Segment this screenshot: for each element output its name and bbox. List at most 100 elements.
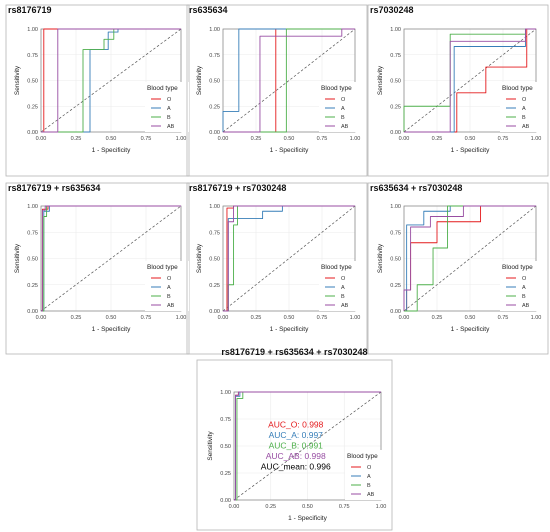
legend-item-label: O <box>341 276 346 282</box>
y-tick-label: 0.00 <box>27 130 38 136</box>
auc-annotation: AUC_AB: 0.998 <box>266 451 326 461</box>
legend-item-label: O <box>167 97 172 103</box>
panel-title: rs8176719 <box>8 5 52 15</box>
x-axis-label: 1 - Specificity <box>270 326 309 333</box>
x-tick-label: 0.25 <box>432 136 443 142</box>
legend-item-label: B <box>167 115 171 121</box>
y-tick-label: 0.75 <box>390 53 401 59</box>
panel-title: rs635634 <box>189 5 228 15</box>
y-tick-label: 0.25 <box>390 104 401 110</box>
legend-title: Blood type <box>147 264 178 271</box>
y-tick-label: 0.75 <box>27 53 38 59</box>
legend-title: Blood type <box>147 85 178 92</box>
panel-title: rs635634 + rs7030248 <box>370 183 462 193</box>
legend-item-label: O <box>522 97 527 103</box>
y-tick-label: 0.50 <box>209 79 220 85</box>
legend-item-label: B <box>341 115 345 121</box>
y-axis-label: Sensitivity <box>196 243 203 273</box>
y-tick-label: 0.75 <box>209 230 220 236</box>
legend-background <box>500 82 544 132</box>
x-axis-label: 1 - Specificity <box>451 326 490 333</box>
roc-panel: rs8176719 0.000.00 0.25 0.25 0.50 0.50 0.75 0.7… <box>5 4 190 177</box>
x-tick-label: 0.50 <box>284 136 295 142</box>
x-tick-label: 1.00 <box>350 315 361 321</box>
y-tick-label: 0.25 <box>220 471 231 477</box>
legend-item-label: B <box>367 483 371 489</box>
legend-background <box>345 450 389 500</box>
legend-background <box>145 82 189 132</box>
y-axis-label: Sensitivity <box>377 243 384 273</box>
x-axis-label: 1 - Specificity <box>288 515 327 522</box>
legend-item-label: AB <box>522 124 530 130</box>
x-tick-label: 0.75 <box>317 315 328 321</box>
legend-item-label: B <box>522 115 526 121</box>
panel-border <box>367 182 549 355</box>
x-tick-label: 0.00 <box>218 315 229 321</box>
roc-curve-ab <box>403 205 536 311</box>
roc-panel: rs8176719 + rs635634 0.000.00 0.25 0.25 0.50… <box>5 182 190 355</box>
x-tick-label: 0.50 <box>106 315 117 321</box>
y-tick-label: 0.25 <box>209 104 220 110</box>
reference-diagonal <box>403 205 537 312</box>
x-tick-label: 0.50 <box>465 315 476 321</box>
x-tick-label: 0.00 <box>36 315 47 321</box>
x-axis-label: 1 - Specificity <box>270 147 309 154</box>
x-axis-label: 1 - Specificity <box>451 147 490 154</box>
roc-curve-ab <box>234 391 381 501</box>
y-tick-label: 0.75 <box>27 230 38 236</box>
x-tick-label: 0.50 <box>302 504 313 510</box>
y-tick-label: 0.25 <box>390 283 401 289</box>
x-tick-label: 0.75 <box>141 136 152 142</box>
x-tick-label: 1.00 <box>531 136 542 142</box>
panel-title: rs8176719 + rs635634 + rs7030248 <box>221 347 367 357</box>
legend-item-label: AB <box>167 303 175 309</box>
x-tick-label: 0.00 <box>36 136 47 142</box>
x-tick-label: 1.00 <box>531 315 542 321</box>
x-tick-label: 1.00 <box>376 504 387 510</box>
y-tick-label: 0.50 <box>209 257 220 263</box>
y-tick-label: 0.25 <box>27 283 38 289</box>
legend-background <box>500 261 544 311</box>
reference-diagonal <box>40 205 182 312</box>
plot-frame <box>403 28 537 133</box>
y-tick-label: 0.75 <box>390 230 401 236</box>
legend-title: Blood type <box>321 85 352 92</box>
roc-panel: rs635634 + rs7030248 0.000.00 0.25 0.25 0.50… <box>367 182 549 355</box>
roc-curve-ab <box>223 28 355 133</box>
legend-background <box>145 261 189 311</box>
auc-annotation: AUC_mean: 0.996 <box>261 462 331 472</box>
roc-panel: rs8176719 + rs7030248 0.000.00 0.25 0.25 0.5… <box>186 182 368 355</box>
x-tick-label: 0.50 <box>284 315 295 321</box>
legend-title: Blood type <box>321 264 352 271</box>
x-tick-label: 0.25 <box>71 136 82 142</box>
legend-item-label: A <box>367 474 371 480</box>
roc-curve-ab <box>223 205 355 312</box>
panel-border <box>186 4 368 177</box>
y-tick-label: 0.50 <box>390 257 401 263</box>
x-tick-label: 0.25 <box>265 504 276 510</box>
reference-diagonal <box>222 28 356 133</box>
auc-annotation: AUC_A: 0.997 <box>269 430 324 440</box>
y-tick-label: 0.25 <box>27 104 38 110</box>
legend-item-label: O <box>167 276 172 282</box>
y-tick-label: 0.50 <box>390 79 401 85</box>
legend-item-label: A <box>341 285 345 291</box>
y-tick-label: 1.00 <box>390 204 401 210</box>
legend-item-label: B <box>167 294 171 300</box>
x-tick-label: 0.00 <box>399 136 410 142</box>
y-tick-label: 1.00 <box>220 390 231 396</box>
x-tick-label: 0.25 <box>432 315 443 321</box>
x-tick-label: 0.25 <box>71 315 82 321</box>
x-tick-label: 0.75 <box>141 315 152 321</box>
legend-item-label: AB <box>341 303 349 309</box>
y-tick-label: 0.75 <box>220 417 231 423</box>
legend-item-label: O <box>522 276 527 282</box>
legend-item-label: O <box>341 97 346 103</box>
y-axis-label: Sensitivity <box>14 243 21 273</box>
y-tick-label: 1.00 <box>209 204 220 210</box>
panel-border <box>186 182 368 355</box>
legend-item-label: A <box>167 285 171 291</box>
